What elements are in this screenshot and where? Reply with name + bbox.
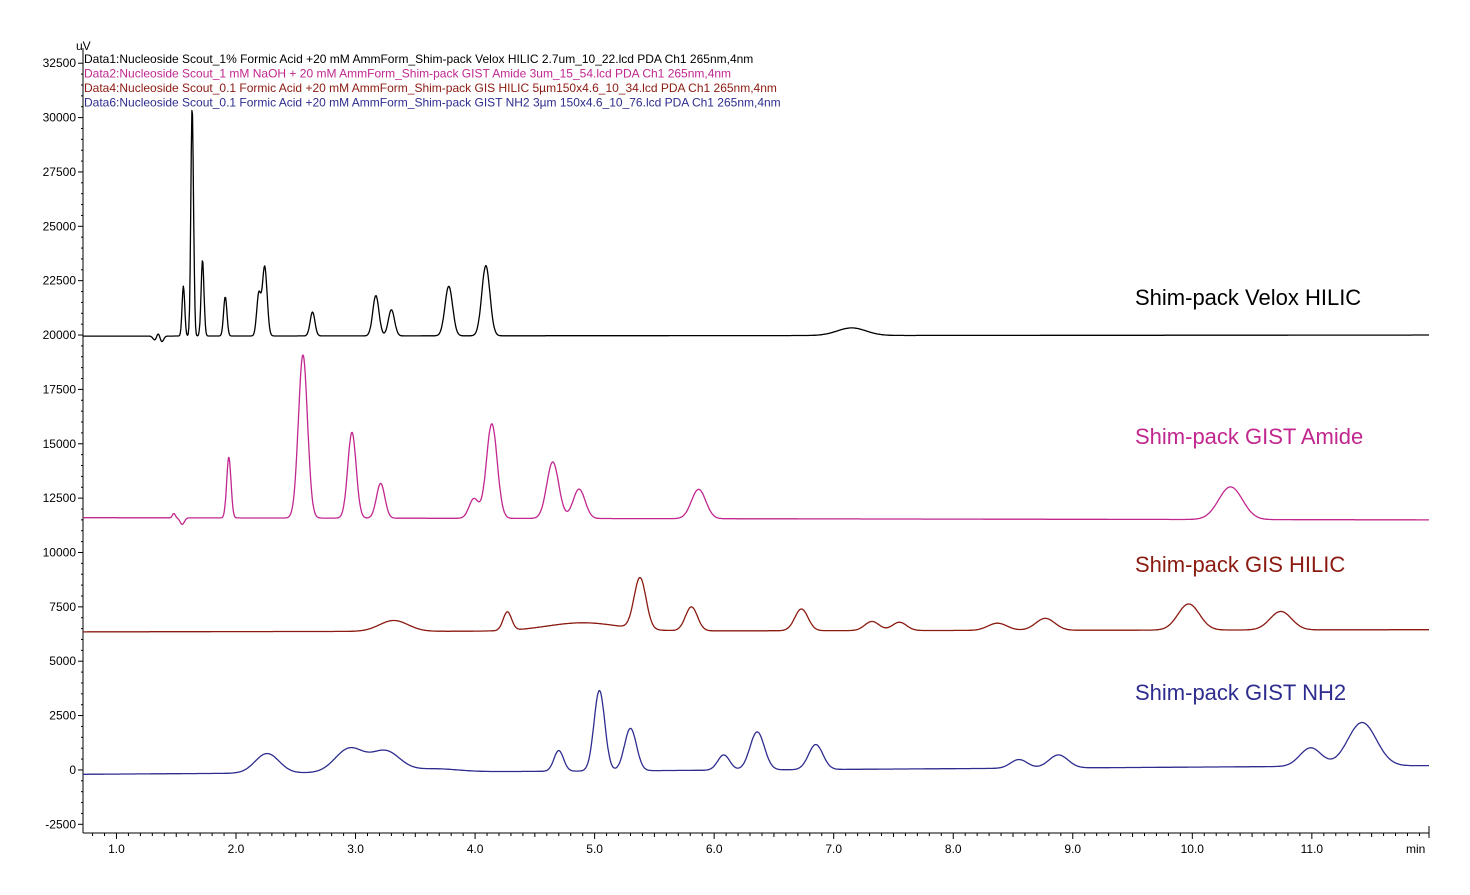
y-tick-label: 20000 [43, 328, 77, 342]
series-annotation: Shim-pack GIST NH2 [1135, 680, 1346, 705]
x-tick-label: 2.0 [228, 842, 245, 856]
series-line [82, 689, 1430, 775]
x-tick-label: 9.0 [1064, 842, 1081, 856]
x-tick-label: 5.0 [586, 842, 603, 856]
y-tick-label: -2500 [45, 817, 76, 831]
x-unit-label: min [1406, 842, 1425, 856]
y-tick-label: 15000 [43, 437, 77, 451]
series-annotation: Shim-pack GIS HILIC [1135, 552, 1345, 577]
y-ticks: -2500 0 2500 5000 7500 10000 12500 15000 17500 20… [43, 56, 83, 831]
legend-entry: Data4:Nucleoside Scout_0.1 Formic Acid +… [84, 81, 777, 95]
x-tick-label: 3.0 [347, 842, 364, 856]
x-tick-label: 4.0 [467, 842, 484, 856]
y-tick-label: 12500 [43, 491, 77, 505]
series-annotation: Shim-pack GIST Amide [1135, 424, 1363, 449]
x-tick-label: 6.0 [706, 842, 723, 856]
x-tick-label: 1.0 [108, 842, 125, 856]
x-tick-label: 10.0 [1181, 842, 1205, 856]
x-ticks: 1.0 2.0 3.0 4.0 5.0 6.0 7.0 8.0 9.0 10.0 11.0 [92, 833, 1420, 856]
y-tick-label: 17500 [43, 382, 77, 396]
series-line [82, 354, 1430, 526]
y-tick-label: 7500 [49, 600, 76, 614]
series-line [82, 109, 1430, 343]
series-labels: Shim-pack Velox HILIC Shim-pack GIST Amid… [1135, 285, 1363, 705]
y-tick-label: 5000 [49, 654, 76, 668]
legend: Data1:Nucleoside Scout_1% Formic Acid +2… [84, 52, 781, 110]
x-tick-label: 7.0 [825, 842, 842, 856]
y-tick-label: 0 [69, 763, 76, 777]
series-line [82, 576, 1430, 633]
x-tick-label: 8.0 [945, 842, 962, 856]
legend-entry: Data6:Nucleoside Scout_0.1 Formic Acid +… [84, 96, 781, 110]
y-unit-label: uV [76, 39, 91, 53]
y-tick-label: 32500 [43, 56, 77, 70]
y-tick-label: 10000 [43, 545, 77, 559]
series-annotation: Shim-pack Velox HILIC [1135, 285, 1361, 310]
y-tick-label: 25000 [43, 219, 77, 233]
y-tick-label: 30000 [43, 111, 77, 125]
legend-entry: Data2:Nucleoside Scout_1 mM NaOH + 20 mM… [84, 67, 731, 81]
y-tick-label: 27500 [43, 165, 77, 179]
y-tick-label: 22500 [43, 274, 77, 288]
x-tick-label: 11.0 [1301, 842, 1324, 856]
series-traces [82, 109, 1430, 775]
legend-entry: Data1:Nucleoside Scout_1% Formic Acid +2… [84, 52, 753, 66]
y-tick-label: 2500 [49, 709, 76, 723]
